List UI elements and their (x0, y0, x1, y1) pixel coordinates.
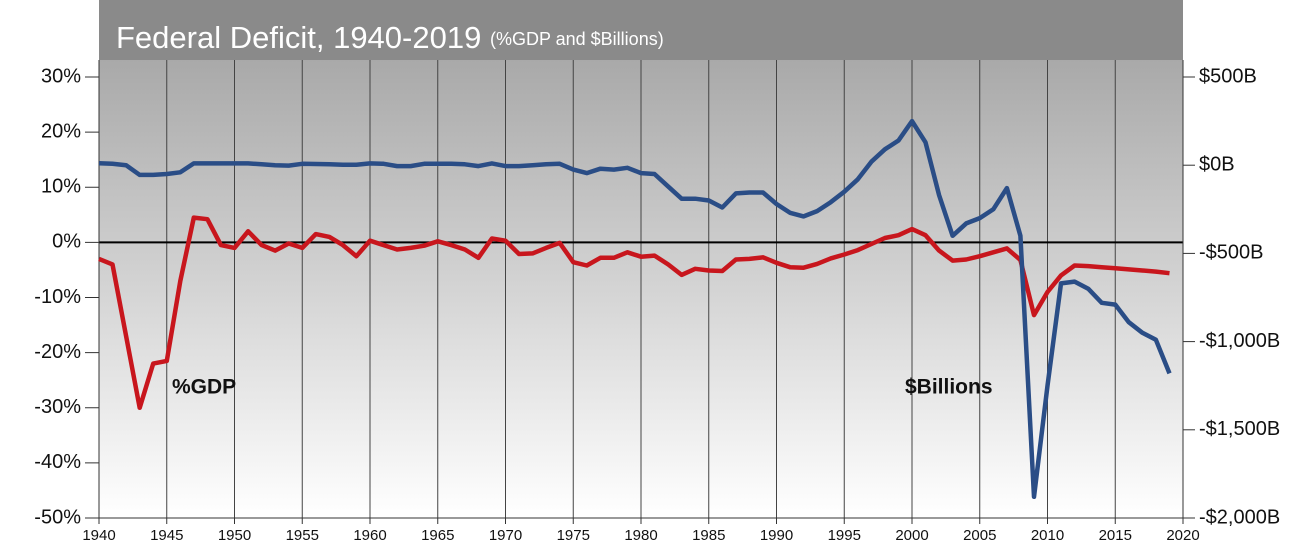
x-tick-label: 2020 (1166, 527, 1199, 544)
x-tick-label: 1945 (150, 527, 183, 544)
y-tick-label: 0% (52, 231, 81, 253)
x-tick-label: 1970 (489, 527, 522, 544)
y2-tick-label: -$500B (1199, 242, 1264, 264)
x-tick-label: 1940 (82, 527, 115, 544)
series-line (98, 215, 1170, 411)
y-tick-label: 10% (41, 176, 81, 198)
title: Federal Deficit, 1940-2019 (116, 20, 481, 55)
subtitle: (%GDP and $Billions) (490, 29, 664, 49)
y2-tick-label: $0B (1199, 153, 1235, 175)
series-label: $Billions (905, 376, 993, 399)
y-tick-label: 20% (41, 120, 81, 142)
y-tick-label: -30% (34, 396, 81, 418)
y-tick-label: -50% (34, 506, 81, 528)
y2-tick-label: -$2,000B (1199, 506, 1280, 528)
x-tick-label: 1955 (286, 527, 319, 544)
x-tick-label: 2000 (895, 527, 928, 544)
y-tick-label: 30% (41, 65, 81, 87)
chart-title: Federal Deficit, 1940-2019 (%GDP and $Bi… (116, 20, 664, 55)
x-tick-label: 1975 (557, 527, 590, 544)
title-bar (99, 0, 1183, 60)
x-tick-label: 1985 (692, 527, 725, 544)
y2-tick-label: -$1,500B (1199, 418, 1280, 440)
y-tick-label: -20% (34, 341, 81, 363)
x-tick-label: 2010 (1031, 527, 1064, 544)
y2-tick-label: -$1,000B (1199, 330, 1280, 352)
x-tick-label: 1965 (421, 527, 454, 544)
series-line (98, 118, 1172, 500)
y2-tick-label: $500B (1199, 65, 1257, 87)
x-tick-label: 2015 (1099, 527, 1132, 544)
x-tick-label: 1960 (353, 527, 386, 544)
y-tick-label: -40% (34, 451, 81, 473)
x-tick-label: 1950 (218, 527, 251, 544)
x-tick-label: 1980 (624, 527, 657, 544)
series-label: %GDP (172, 376, 236, 399)
x-tick-label: 1990 (760, 527, 793, 544)
y-tick-label: -10% (34, 286, 81, 308)
x-tick-label: 2005 (963, 527, 996, 544)
x-tick-label: 1995 (828, 527, 861, 544)
